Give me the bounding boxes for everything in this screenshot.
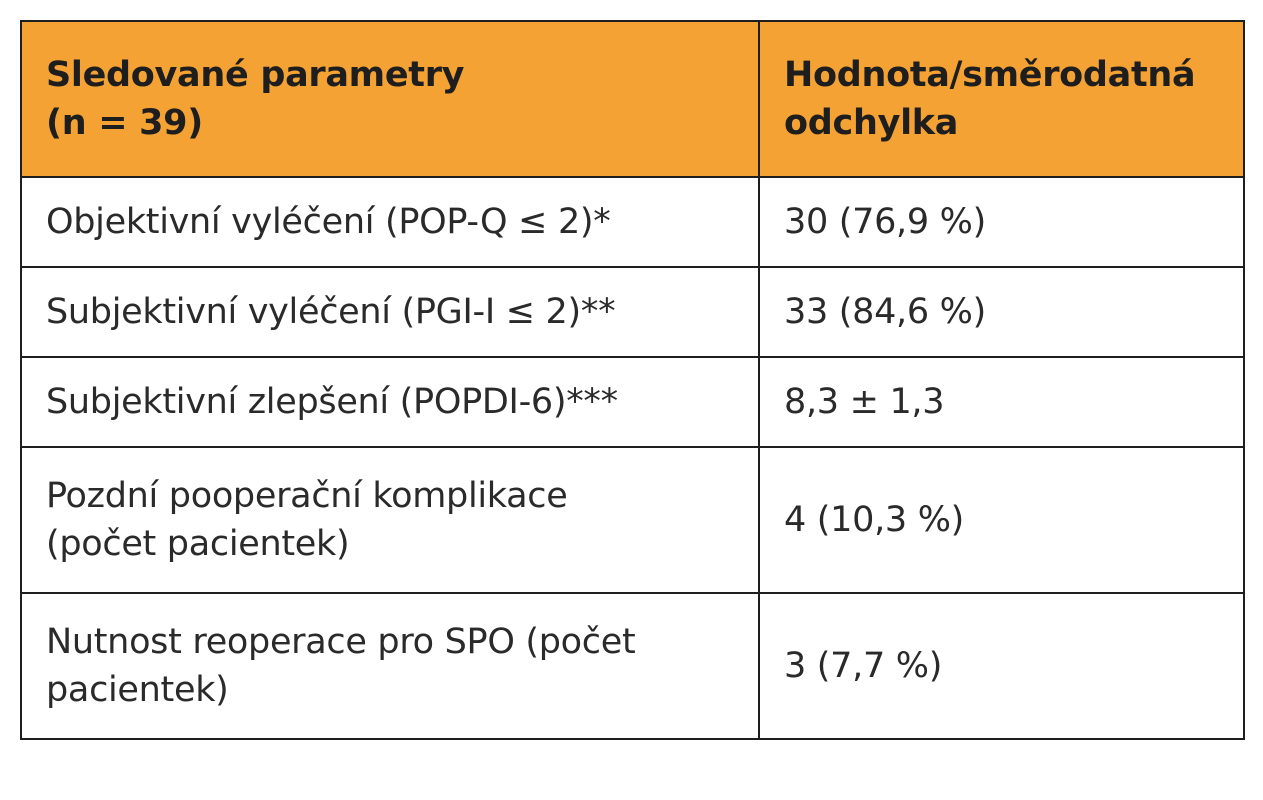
- header-value: Hodnota/směrodatná odchylka: [758, 20, 1245, 178]
- parameter-text-line-2: pacientek): [46, 670, 229, 710]
- header-parameters-line-2: (n = 39): [46, 103, 203, 143]
- header-parameters-line-1: Sledované parametry: [46, 55, 465, 95]
- table-row: Objektivní vyléčení (POP-Q ≤ 2)* 30 (76,…: [20, 176, 1245, 268]
- value-cell: 4 (10,3 %): [758, 446, 1245, 594]
- parameter-cell: Objektivní vyléčení (POP-Q ≤ 2)*: [20, 176, 760, 268]
- parameter-text-line-1: Nutnost reoperace pro SPO (počet: [46, 622, 636, 662]
- value-cell: 33 (84,6 %): [758, 266, 1245, 358]
- header-parameters: Sledované parametry (n = 39): [20, 20, 760, 178]
- parameter-cell: Pozdní pooperační komplikace (počet paci…: [20, 446, 760, 594]
- parameter-cell: Nutnost reoperace pro SPO (počet pacient…: [20, 592, 760, 740]
- parameter-cell: Subjektivní vyléčení (PGI-I ≤ 2)**: [20, 266, 760, 358]
- table-row: Subjektivní vyléčení (PGI-I ≤ 2)** 33 (8…: [20, 266, 1245, 358]
- results-table: Sledované parametry (n = 39) Hodnota/smě…: [20, 20, 1245, 740]
- value-cell: 3 (7,7 %): [758, 592, 1245, 740]
- header-value-line-1: Hodnota/směrodatná: [784, 55, 1196, 95]
- parameter-text: Subjektivní vyléčení (PGI-I ≤ 2)**: [46, 292, 616, 332]
- value-cell: 30 (76,9 %): [758, 176, 1245, 268]
- header-value-line-2: odchylka: [784, 103, 959, 143]
- parameter-text-line-1: Pozdní pooperační komplikace: [46, 476, 568, 516]
- value-cell: 8,3 ± 1,3: [758, 356, 1245, 448]
- parameter-text: Subjektivní zlepšení (POPDI-6)***: [46, 382, 618, 422]
- table-row: Pozdní pooperační komplikace (počet paci…: [20, 446, 1245, 594]
- parameter-text: Objektivní vyléčení (POP-Q ≤ 2)*: [46, 202, 611, 242]
- parameter-cell: Subjektivní zlepšení (POPDI-6)***: [20, 356, 760, 448]
- table-header-row: Sledované parametry (n = 39) Hodnota/smě…: [20, 20, 1245, 178]
- parameter-text-line-2: (počet pacientek): [46, 524, 350, 564]
- table-row: Subjektivní zlepšení (POPDI-6)*** 8,3 ± …: [20, 356, 1245, 448]
- table-row: Nutnost reoperace pro SPO (počet pacient…: [20, 592, 1245, 740]
